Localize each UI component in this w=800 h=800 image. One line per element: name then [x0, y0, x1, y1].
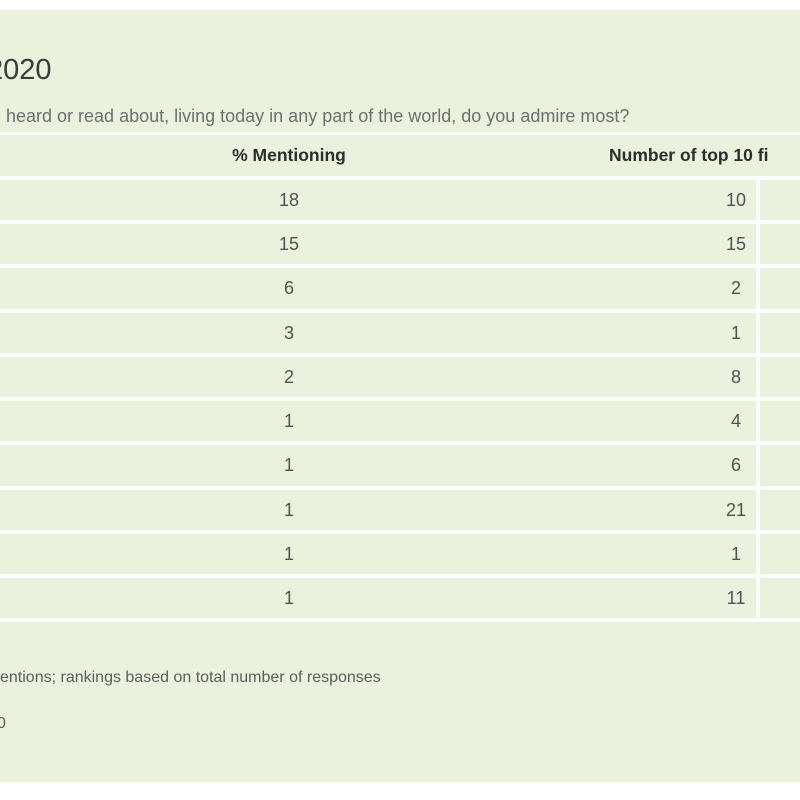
row-separator — [0, 574, 800, 578]
cell-top10: 6 — [730, 455, 741, 475]
row-separator — [0, 486, 800, 490]
row-separator — [0, 530, 800, 534]
column-separator — [756, 180, 760, 618]
row-separator — [0, 264, 800, 268]
cell-mentioning: 1 — [283, 411, 294, 431]
table-header-row: % Mentioning Number of top 10 fi — [0, 135, 800, 176]
cell-top10: 15 — [725, 234, 747, 254]
page-title: 2020 — [0, 54, 52, 87]
footnote-source: 0 — [0, 715, 6, 732]
cell-top10: 21 — [725, 500, 747, 520]
row-separator — [0, 176, 800, 180]
cell-mentioning: 1 — [283, 544, 294, 564]
table-row: 1 6 — [0, 445, 800, 485]
cell-mentioning: 3 — [283, 323, 294, 343]
cell-mentioning: 1 — [283, 588, 294, 608]
cell-mentioning: 1 — [283, 455, 294, 475]
cell-top10: 11 — [726, 588, 746, 608]
table-top-border — [0, 132, 800, 135]
table-row: 6 2 — [0, 268, 800, 308]
cell-top10: 1 — [730, 544, 741, 564]
cell-top10: 8 — [730, 367, 741, 387]
content-panel — [0, 10, 800, 782]
table-row: 1 4 — [0, 401, 800, 441]
cell-top10: 1 — [730, 323, 741, 343]
table-row: 1 11 — [0, 578, 800, 618]
cell-mentioning: 2 — [283, 367, 294, 387]
table-row: 2 8 — [0, 357, 800, 397]
table-bottom-border — [0, 618, 800, 622]
row-separator — [0, 309, 800, 313]
column-header-mentioning: % Mentioning — [232, 145, 346, 165]
footnote-rankings: entions; rankings based on total number … — [0, 669, 381, 686]
table-row: 15 15 — [0, 224, 800, 264]
row-separator — [0, 220, 800, 224]
column-header-top10-finishes: Number of top 10 fi — [609, 145, 769, 165]
cell-top10: 2 — [730, 278, 741, 298]
table-row: 1 21 — [0, 490, 800, 530]
table-row: 18 10 — [0, 180, 800, 220]
table-row: 1 1 — [0, 534, 800, 574]
cell-top10: 10 — [725, 190, 747, 210]
survey-question: heard or read about, living today in any… — [6, 106, 630, 126]
table-row: 3 1 — [0, 313, 800, 353]
row-separator — [0, 353, 800, 357]
cell-mentioning: 1 — [283, 500, 294, 520]
cell-mentioning: 18 — [278, 190, 300, 210]
row-separator — [0, 441, 800, 445]
cell-top10: 4 — [730, 411, 741, 431]
cell-mentioning: 15 — [278, 234, 300, 254]
cell-mentioning: 6 — [283, 278, 294, 298]
row-separator — [0, 397, 800, 401]
